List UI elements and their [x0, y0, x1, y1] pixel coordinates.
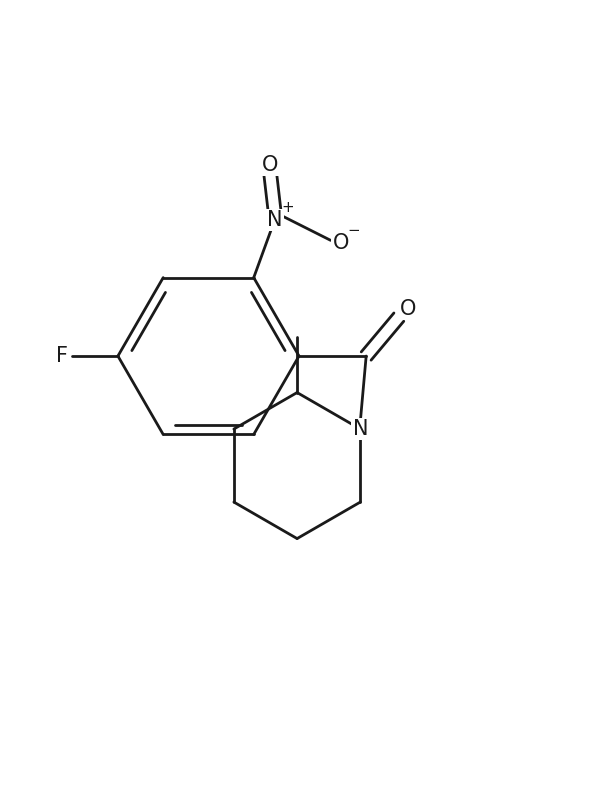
Text: N: N	[353, 419, 368, 439]
Text: F: F	[56, 346, 68, 366]
Text: N: N	[267, 210, 282, 230]
Text: O: O	[262, 154, 278, 174]
Text: O: O	[332, 233, 349, 253]
Text: O: O	[400, 299, 417, 319]
Text: +: +	[281, 199, 294, 214]
Text: −: −	[347, 223, 360, 238]
